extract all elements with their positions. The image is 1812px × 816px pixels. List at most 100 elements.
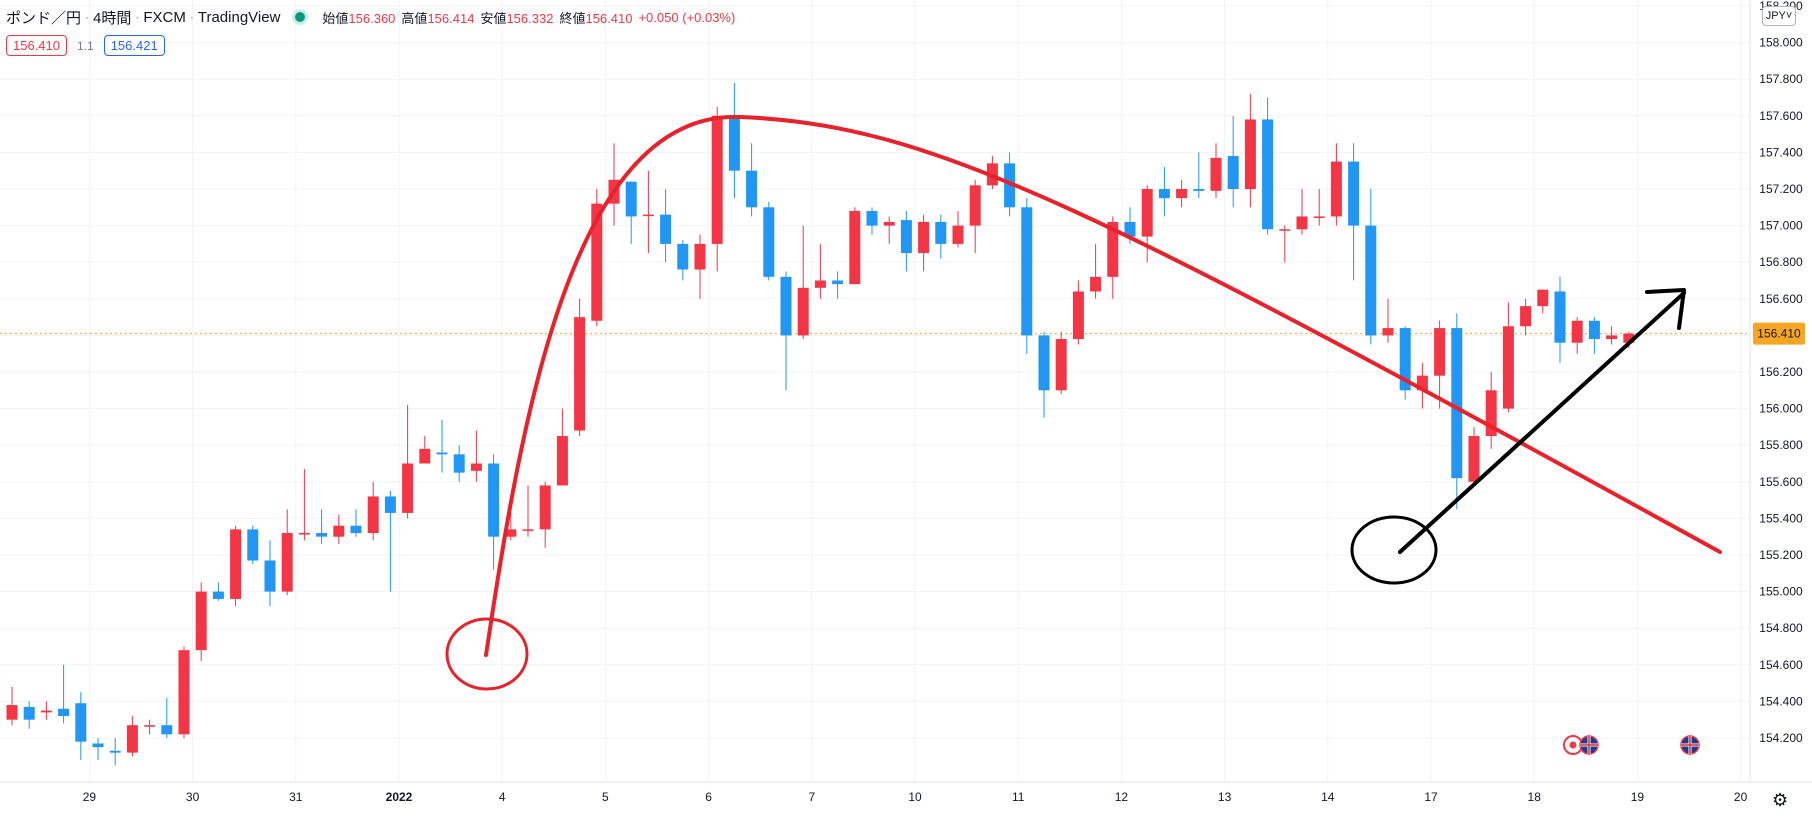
candle-body — [109, 750, 121, 753]
candle — [969, 179, 981, 254]
candle — [1520, 298, 1532, 336]
candle — [866, 207, 878, 235]
candle — [677, 240, 689, 281]
black-arrow-head[interactable] — [1645, 288, 1686, 330]
buy-button[interactable]: 156.421 — [103, 35, 165, 56]
candle — [1348, 143, 1360, 281]
black-arrow-annotation[interactable] — [1398, 291, 1686, 554]
open-value: 始値156.360 — [322, 10, 396, 26]
candle — [1537, 289, 1549, 314]
candle-body — [1382, 328, 1394, 336]
candle — [1038, 331, 1050, 418]
candle — [1055, 331, 1067, 394]
candle-body — [1055, 339, 1067, 391]
candle — [402, 404, 414, 519]
candle-body — [1416, 375, 1428, 391]
candle — [350, 509, 362, 537]
candle — [230, 525, 242, 607]
candle — [1365, 189, 1377, 345]
price-tick-label: 156.000 — [1759, 402, 1803, 416]
candle-body — [1468, 436, 1480, 482]
candle — [1451, 313, 1463, 510]
time-tick-label: 10 — [908, 790, 922, 804]
currency-button[interactable]: JPY ˅ — [1762, 6, 1796, 26]
time-tick-label: 29 — [83, 790, 97, 804]
gear-icon[interactable]: ⚙ — [1772, 790, 1789, 810]
candle-body — [1158, 189, 1170, 199]
candle-body — [1537, 289, 1549, 307]
candle — [1227, 115, 1239, 208]
candle-body — [6, 705, 18, 720]
market-status-icon[interactable] — [292, 9, 309, 25]
symbol-name[interactable]: ポンド／円 — [6, 9, 82, 27]
candle-body — [711, 115, 723, 244]
candle-body — [935, 221, 947, 244]
candle — [574, 298, 586, 437]
candle-body — [556, 436, 568, 486]
candle — [728, 82, 740, 199]
candle — [642, 170, 654, 254]
candle — [1090, 243, 1102, 299]
candle-body — [1606, 335, 1618, 340]
candle — [1313, 189, 1325, 226]
candle-body — [1520, 306, 1532, 327]
candle — [195, 582, 207, 662]
arch-curve-annotation[interactable] — [484, 114, 1722, 657]
black-circle-annotation[interactable] — [1350, 515, 1438, 585]
candle-body — [1399, 328, 1411, 391]
candle — [763, 201, 775, 281]
price-tick-label: 157.400 — [1759, 145, 1803, 159]
interval-label[interactable]: 4時間 — [93, 9, 132, 27]
candle — [247, 525, 259, 565]
platform-label: TradingView — [197, 8, 281, 26]
red-circle-annotation[interactable] — [445, 617, 529, 691]
candle-body — [1124, 221, 1136, 237]
candle — [918, 214, 930, 272]
candle-body — [1485, 390, 1497, 437]
candle-body — [900, 220, 912, 254]
candle — [384, 490, 396, 592]
price-tick-label: 154.200 — [1759, 731, 1803, 745]
candle-body — [1571, 320, 1583, 343]
time-tick-label: 19 — [1631, 790, 1645, 804]
candle-body — [1434, 328, 1446, 376]
time-tick-label: 30 — [186, 790, 200, 804]
candle-body — [832, 280, 844, 285]
candle — [23, 701, 35, 729]
price-tick-label: 155.400 — [1759, 511, 1803, 525]
candle — [126, 716, 138, 757]
candle — [814, 243, 826, 299]
candle-body — [969, 185, 981, 226]
price-tick-label: 157.800 — [1759, 72, 1803, 86]
chevron-down-icon: ˅ — [1785, 10, 1793, 22]
candle-body — [866, 210, 878, 226]
candle-body — [212, 591, 224, 599]
candle-body — [144, 725, 156, 727]
candle — [6, 686, 18, 726]
candle-body — [75, 703, 87, 742]
candle-body — [574, 317, 586, 431]
candle — [212, 582, 224, 601]
uk-flag-icon[interactable] — [1579, 735, 1599, 755]
candle-body — [453, 454, 465, 473]
uk-flag-icon[interactable] — [1680, 735, 1700, 755]
candle-body — [1348, 161, 1360, 226]
candle-body — [419, 448, 431, 464]
time-tick-label: 2022 — [386, 790, 413, 804]
candle-body — [92, 743, 104, 748]
candle-body — [126, 725, 138, 753]
candle — [625, 181, 637, 244]
candle-body — [384, 496, 396, 513]
candle — [1072, 280, 1084, 345]
candle — [591, 189, 603, 327]
sell-button[interactable]: 156.410 — [6, 35, 67, 56]
candle — [367, 481, 379, 541]
candle — [694, 234, 706, 299]
last-price-label — [1753, 322, 1805, 345]
candle-body — [40, 710, 52, 713]
candle-body — [1365, 225, 1377, 336]
candle-body — [178, 650, 190, 735]
close-value: 終値156.410 — [559, 10, 633, 26]
candle-body — [58, 708, 70, 717]
